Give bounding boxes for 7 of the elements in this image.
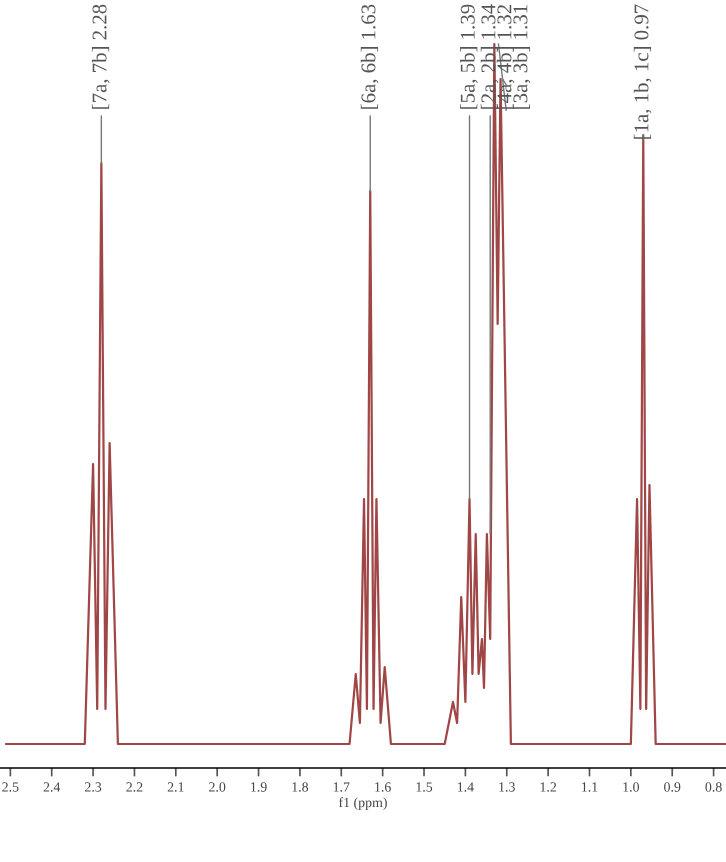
annotation: [6a, 6b] 1.63 xyxy=(360,4,379,109)
annotation: [5a, 5b] 1.39 xyxy=(460,4,478,109)
annotation: [1a, 1b, 1c] 0.97 xyxy=(633,4,652,139)
annotation: [2a, 2b] 1.34 xyxy=(480,4,499,109)
annotation: [7a, 7b] 2.28 xyxy=(91,4,110,109)
annotation: [3a, 3b] 1.31 xyxy=(512,5,531,109)
annotation: [4a, 4b] 1.32 xyxy=(496,4,515,109)
